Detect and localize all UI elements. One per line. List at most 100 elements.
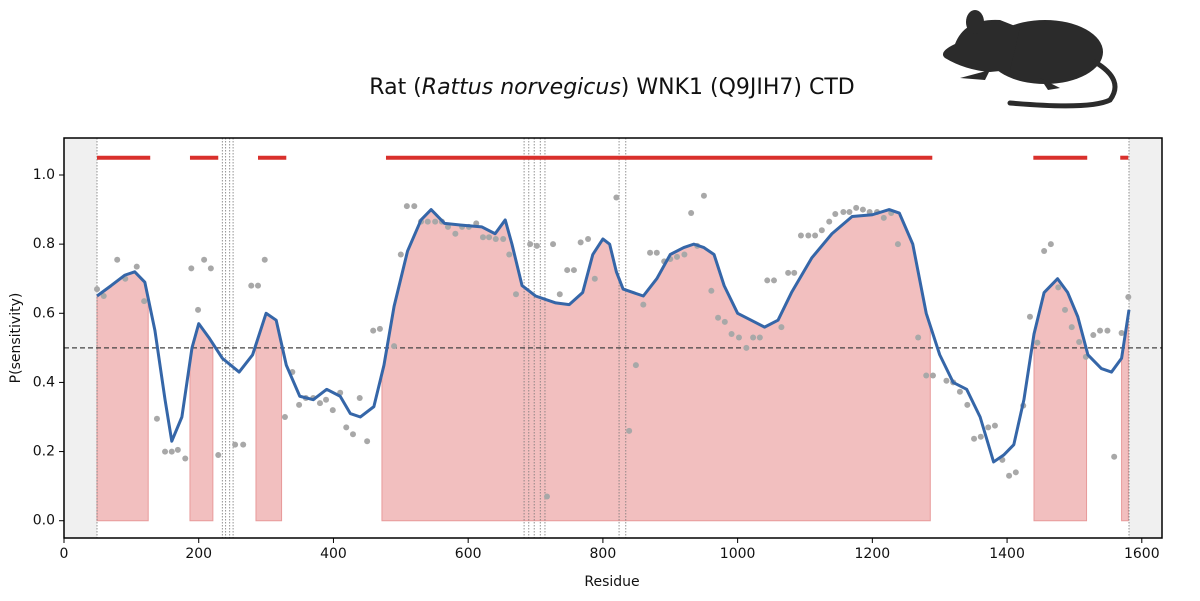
x-tick-label: 800 xyxy=(590,546,617,562)
x-tick-label: 1200 xyxy=(855,546,891,562)
data-point xyxy=(533,242,540,249)
data-point xyxy=(323,396,330,403)
data-point xyxy=(564,267,571,274)
data-point xyxy=(296,401,303,408)
data-point xyxy=(329,407,336,414)
data-point xyxy=(840,208,847,215)
data-point xyxy=(370,327,377,334)
sensitive-region xyxy=(96,271,149,522)
data-point xyxy=(613,194,620,201)
data-point xyxy=(207,265,214,272)
title-part: ) WNK1 (Q9JIH7) CTD xyxy=(621,75,855,100)
data-point xyxy=(1055,284,1062,291)
data-point xyxy=(1111,453,1118,460)
data-point xyxy=(556,291,563,298)
data-point xyxy=(956,388,963,395)
data-point xyxy=(215,452,222,459)
sensitive-region xyxy=(255,312,283,522)
data-point xyxy=(923,372,930,379)
data-point xyxy=(343,424,350,431)
data-point xyxy=(826,218,833,225)
data-point xyxy=(255,282,262,289)
data-point xyxy=(673,253,680,260)
data-point xyxy=(894,241,901,248)
plot-frame xyxy=(63,137,1163,539)
data-point xyxy=(818,227,825,234)
data-point xyxy=(943,377,950,384)
masked-region xyxy=(1128,138,1162,538)
data-point xyxy=(162,448,169,455)
data-point xyxy=(735,334,742,341)
x-axis-label: Residue xyxy=(584,574,639,590)
data-point xyxy=(764,277,771,284)
title-part: Rattus norvegicus xyxy=(422,75,621,100)
x-tick-label: 1600 xyxy=(1124,546,1160,562)
data-point xyxy=(403,203,410,210)
y-tick-label: 0.8 xyxy=(33,236,55,252)
data-point xyxy=(391,343,398,350)
data-point xyxy=(153,415,160,422)
sensitive-region xyxy=(189,322,214,522)
data-point xyxy=(570,267,577,274)
data-point xyxy=(356,394,363,401)
data-point xyxy=(770,277,777,284)
data-point xyxy=(785,269,792,276)
data-point xyxy=(832,211,839,218)
data-point xyxy=(411,203,418,210)
data-point xyxy=(1076,338,1083,345)
rat-icon xyxy=(942,10,1118,109)
data-point xyxy=(141,298,148,305)
data-point xyxy=(681,251,688,258)
data-point xyxy=(846,208,853,215)
masked-region xyxy=(64,138,98,538)
data-point xyxy=(991,422,998,429)
data-point xyxy=(195,306,202,313)
data-point xyxy=(700,192,707,199)
data-point xyxy=(1041,248,1048,255)
data-point xyxy=(1097,327,1104,334)
data-point xyxy=(577,239,584,246)
data-point xyxy=(640,301,647,308)
data-point xyxy=(929,372,936,379)
y-tick-label: 0.0 xyxy=(33,513,55,529)
data-point xyxy=(133,263,140,270)
data-point xyxy=(182,455,189,462)
data-point xyxy=(349,431,356,438)
data-point xyxy=(201,256,208,263)
data-point xyxy=(316,400,323,407)
data-point xyxy=(647,249,654,256)
data-point xyxy=(1034,339,1041,346)
data-point xyxy=(1125,294,1132,301)
data-point xyxy=(964,401,971,408)
data-point xyxy=(1104,327,1111,334)
chart-title: Rat (Rattus norvegicus) WNK1 (Q9JIH7) CT… xyxy=(369,75,854,100)
data-point xyxy=(174,446,181,453)
title-part: Rat ( xyxy=(369,75,422,100)
data-point xyxy=(486,234,493,241)
data-point xyxy=(791,269,798,276)
data-point xyxy=(527,241,534,248)
data-point xyxy=(94,286,101,293)
data-point xyxy=(805,232,812,239)
data-point xyxy=(1026,313,1033,320)
data-point xyxy=(1012,469,1019,476)
y-tick-label: 0.6 xyxy=(33,305,55,321)
data-point xyxy=(281,413,288,420)
data-point xyxy=(376,325,383,332)
data-point xyxy=(114,256,121,263)
y-tick-label: 0.4 xyxy=(33,374,55,390)
data-point xyxy=(977,433,984,440)
data-point xyxy=(1061,306,1068,313)
data-point xyxy=(971,435,978,442)
data-point xyxy=(750,334,757,341)
data-point xyxy=(591,275,598,282)
x-tick-label: 400 xyxy=(320,546,347,562)
data-point xyxy=(397,251,404,258)
data-point xyxy=(915,334,922,341)
data-point xyxy=(1118,329,1125,336)
data-point xyxy=(585,235,592,242)
data-point xyxy=(364,438,371,445)
y-tick-label: 1.0 xyxy=(33,167,55,183)
data-point xyxy=(626,427,633,434)
